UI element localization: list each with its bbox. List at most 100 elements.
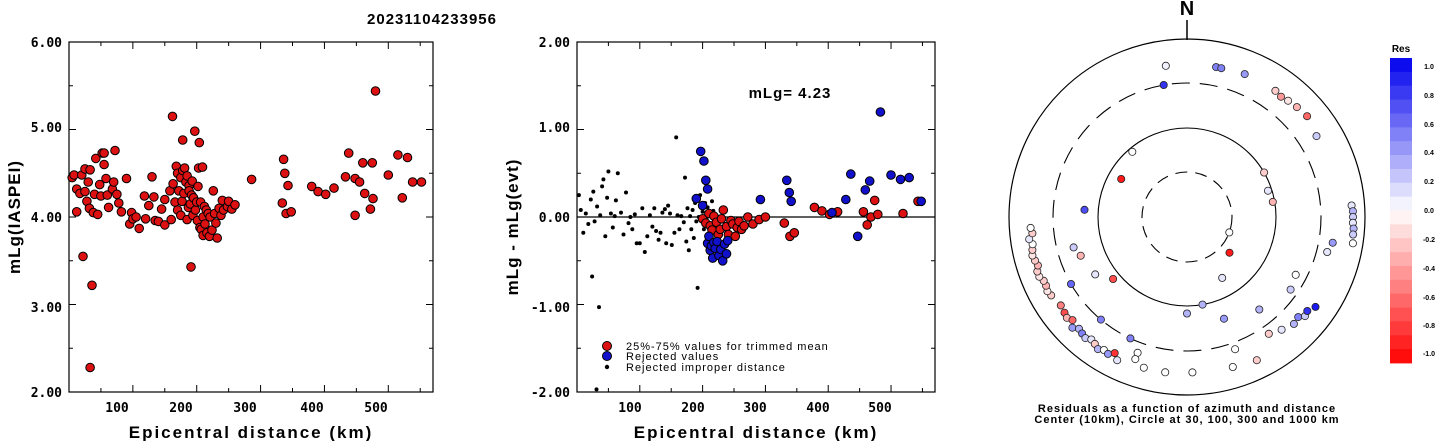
data-point-improper <box>621 232 626 237</box>
data-point-improper <box>578 208 583 212</box>
data-point <box>211 218 221 228</box>
data-points <box>576 107 927 392</box>
y-axis-label: mLg(IASPEI) <box>5 160 24 274</box>
station-marker <box>1225 248 1234 257</box>
data-point <box>194 137 205 148</box>
data-point <box>121 173 132 184</box>
colorbar-label: -0.2 <box>1423 237 1435 244</box>
data-point-improper <box>626 221 631 226</box>
legend: 25%-75% values for trimmed mean Rejected… <box>602 341 828 374</box>
data-point <box>140 214 151 224</box>
data-point-improper <box>690 208 695 212</box>
data-point <box>94 179 105 190</box>
data-point <box>193 181 203 192</box>
x-tick-label: 200 <box>681 401 705 416</box>
colorbar-cell <box>1390 196 1412 211</box>
station-marker <box>1217 64 1226 73</box>
data-point-improper <box>701 227 706 232</box>
station-marker <box>1139 363 1148 372</box>
data-point-improper <box>660 210 665 215</box>
x-tick-label: 200 <box>169 401 193 416</box>
range-circle-100km <box>1097 127 1277 307</box>
colorbar-label: 0.6 <box>1424 122 1434 129</box>
colorbar-cell <box>1390 141 1412 156</box>
data-point-trimmed <box>739 221 749 231</box>
data-point <box>197 162 208 172</box>
data-point-improper <box>650 224 655 229</box>
colorbar-cell <box>1390 113 1412 128</box>
station-marker <box>1161 61 1170 70</box>
station-marker <box>1252 356 1261 365</box>
colorbar-cell <box>1390 238 1412 253</box>
data-point-improper <box>674 135 679 140</box>
data-point-improper <box>662 207 667 212</box>
station-marker <box>1294 313 1303 322</box>
data-point-improper <box>679 214 684 219</box>
colorbar: Res 1.0 0.8 0.6 0.4 0.2 0.0 -0.2 -0.4 -0… <box>1390 44 1435 364</box>
data-point-improper <box>647 213 652 218</box>
data-point <box>83 177 93 187</box>
station-marker <box>1348 239 1357 248</box>
data-point-improper <box>656 237 661 242</box>
station-marker <box>1161 368 1170 377</box>
station-marker <box>1067 279 1076 288</box>
station-marker <box>1104 349 1113 358</box>
legend-marker-rejected <box>602 351 612 361</box>
data-point-improper <box>695 285 700 290</box>
data-point <box>187 176 197 186</box>
station-marker <box>1069 243 1078 252</box>
station-marker <box>1113 356 1122 365</box>
colorbar-cell <box>1390 58 1412 73</box>
data-point <box>91 153 101 164</box>
data-point-improper <box>595 204 600 209</box>
data-point <box>280 168 290 179</box>
data-point-improper <box>619 210 623 215</box>
station-marker <box>1303 306 1312 315</box>
station-marker <box>1220 314 1229 323</box>
data-point-rejected <box>904 172 915 183</box>
station-marker <box>1323 247 1332 256</box>
data-point-improper <box>594 387 599 392</box>
x-tick-label: 500 <box>868 401 892 416</box>
data-point-improper <box>598 213 603 218</box>
station-marker <box>1292 103 1301 112</box>
data-point <box>190 126 200 136</box>
station-marker <box>1311 302 1320 311</box>
colorbar-cell <box>1390 335 1412 350</box>
data-point-rejected <box>895 174 906 185</box>
data-point <box>320 189 331 200</box>
x-tick-label: 500 <box>364 401 388 416</box>
colorbar-cells <box>1390 58 1412 364</box>
data-point <box>354 177 365 187</box>
data-point-improper <box>588 197 593 202</box>
data-point <box>212 233 222 243</box>
colorbar-cell <box>1390 182 1412 198</box>
colorbar-label: 0.2 <box>1424 179 1434 186</box>
polar-caption-line1: Residuals as a function of azimuth and d… <box>1038 403 1336 415</box>
x-tick-labels: 100 200 300 400 500 <box>105 401 388 416</box>
station-marker <box>1068 323 1077 332</box>
data-point <box>407 177 418 187</box>
tick-marks <box>577 41 935 393</box>
data-point-trimmed <box>873 209 883 220</box>
data-point <box>114 198 124 208</box>
station-marker <box>1289 319 1298 328</box>
x-axis-label: Epicentral distance (km) <box>634 423 879 441</box>
colorbar-label: 0.4 <box>1424 150 1434 157</box>
data-point-improper <box>608 211 613 216</box>
station-marker <box>1277 325 1286 334</box>
colorbar-cell <box>1390 307 1412 322</box>
data-point-rejected <box>704 231 714 242</box>
data-point-improper <box>658 230 663 235</box>
data-point <box>167 111 178 122</box>
y-tick-label: 1.00 <box>539 121 570 136</box>
data-point <box>134 223 144 234</box>
data-point-improper <box>576 193 581 198</box>
data-point-rejected <box>846 169 856 179</box>
y-tick-label: 5.00 <box>31 121 62 136</box>
colorbar-labels: 1.0 0.8 0.6 0.4 0.2 0.0 -0.2 -0.4 -0.6 -… <box>1423 64 1435 358</box>
data-point-improper <box>668 211 672 216</box>
data-point-trimmed <box>789 228 800 238</box>
station-marker <box>1312 132 1321 141</box>
